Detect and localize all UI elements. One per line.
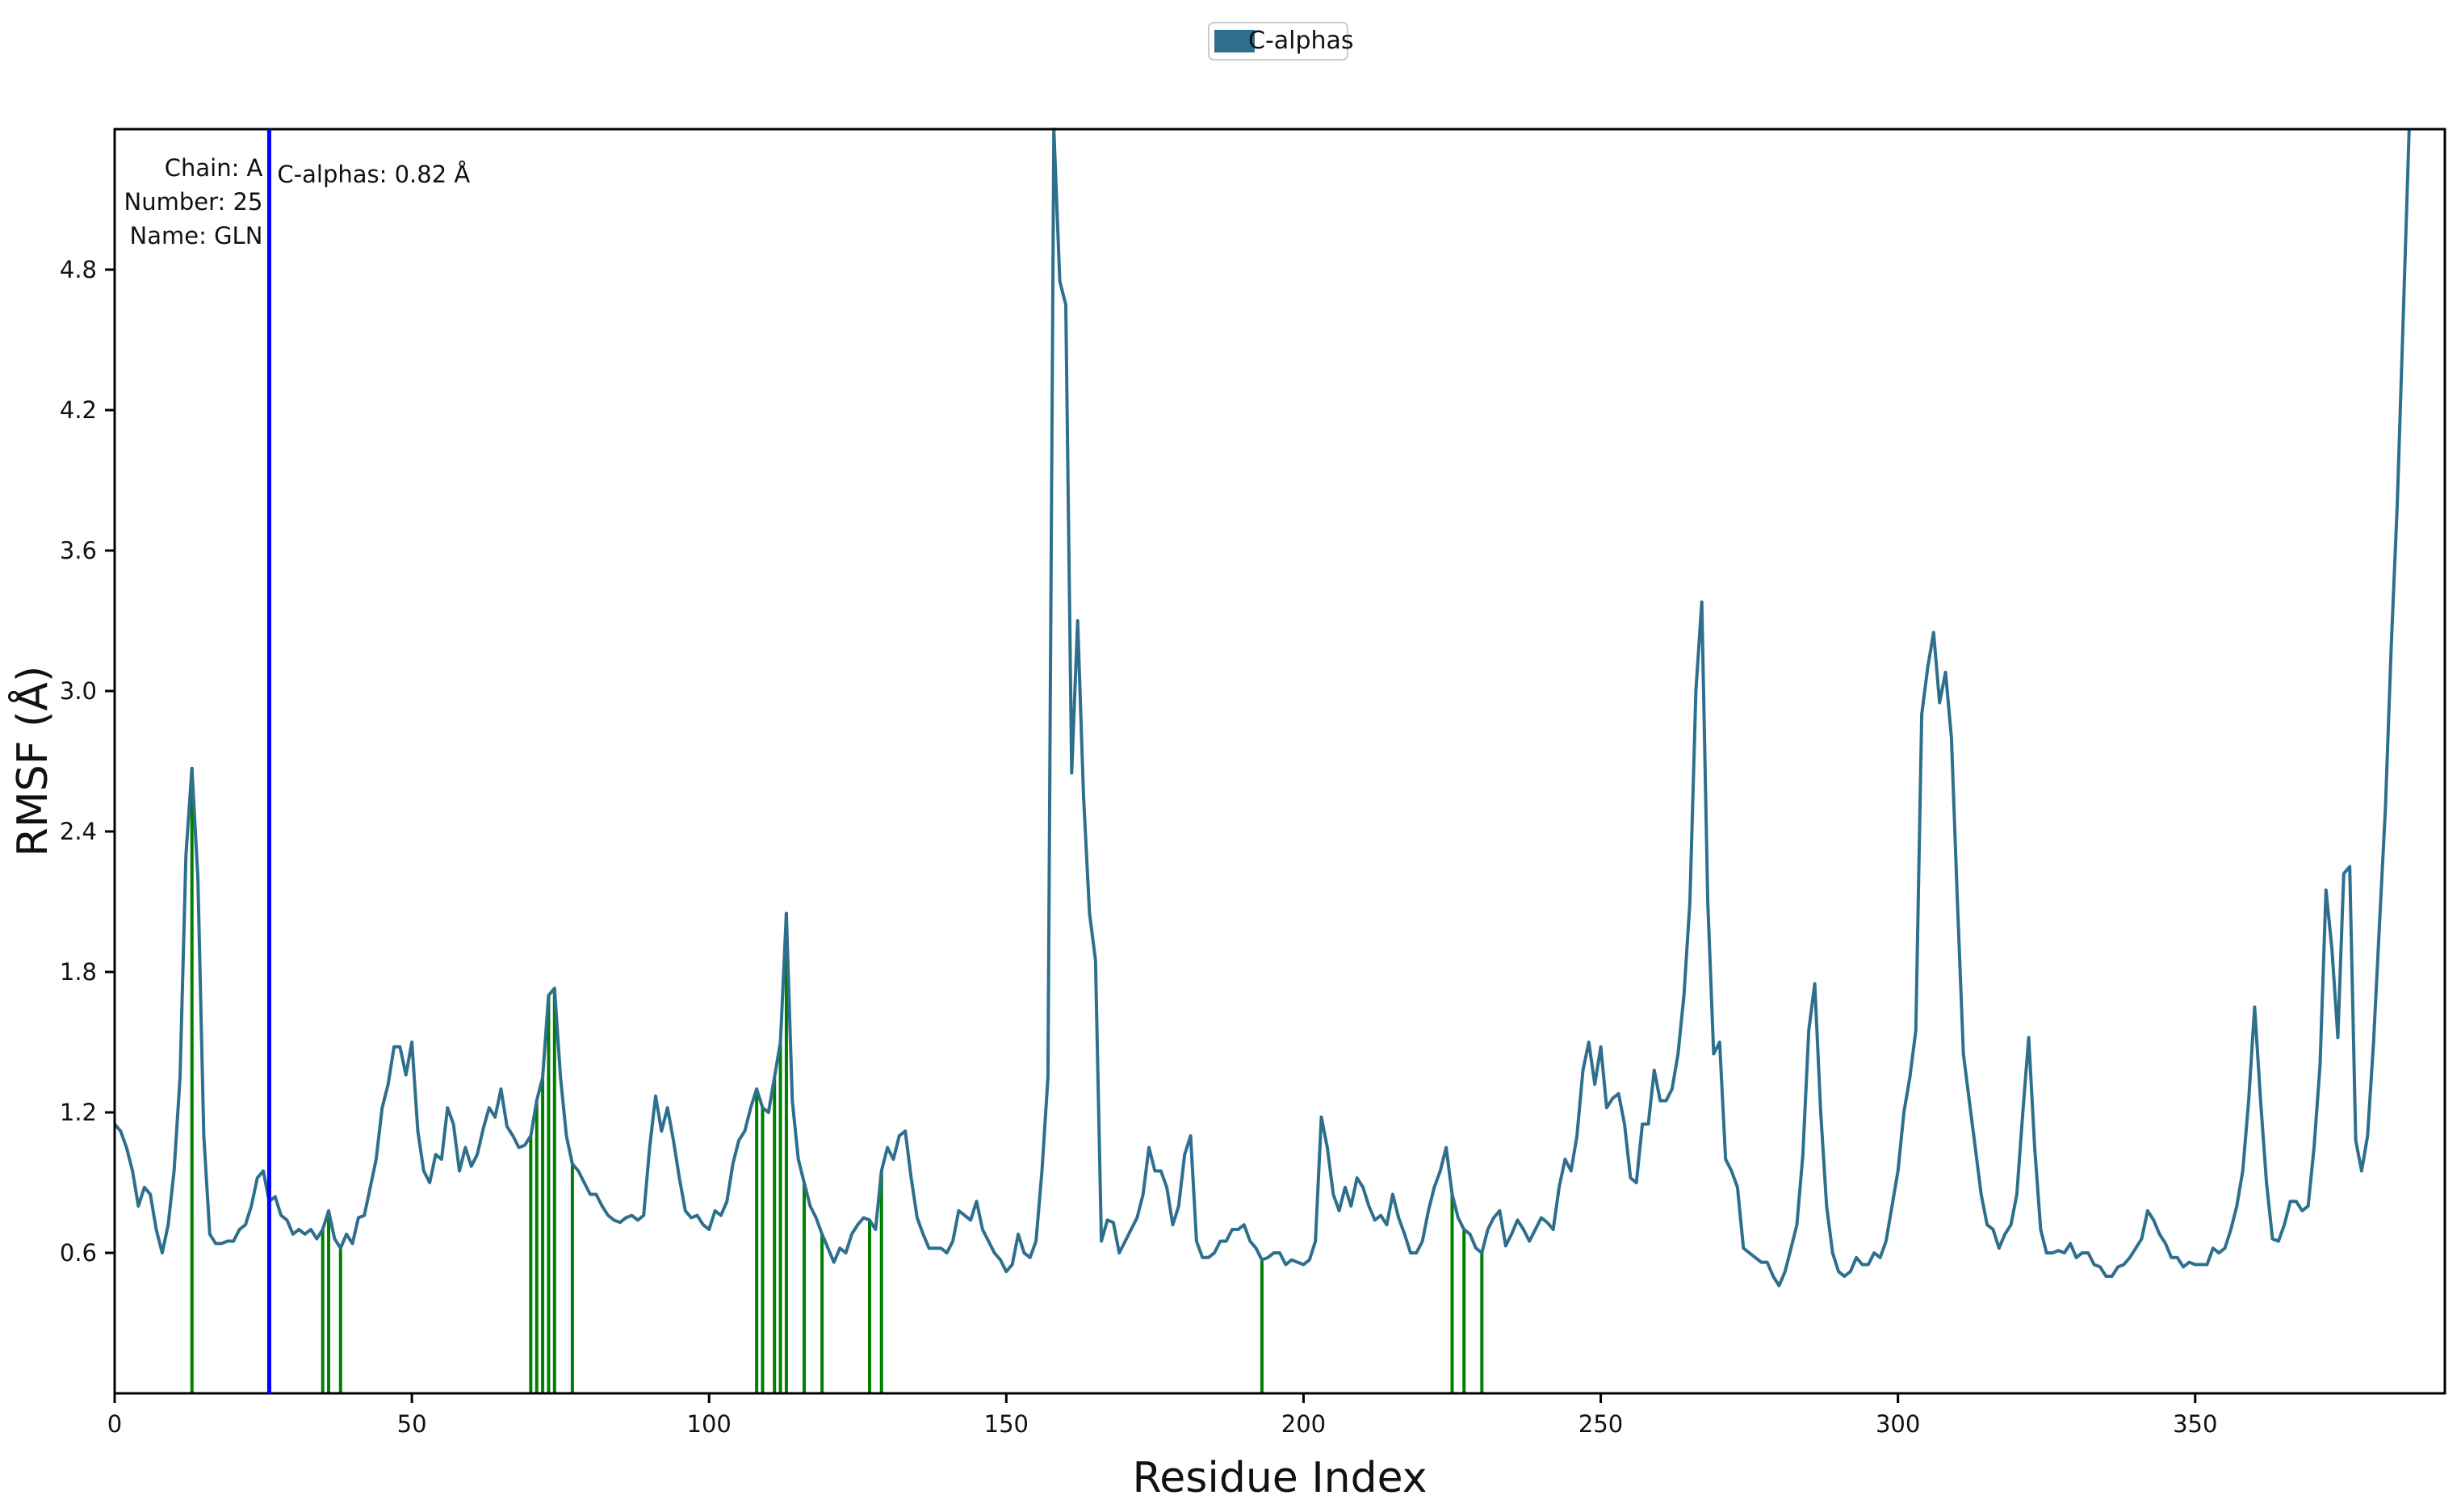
residue-info-line: Name: GLN — [130, 222, 263, 249]
x-tick-label: 0 — [107, 1410, 122, 1438]
y-tick-label: 4.8 — [60, 256, 97, 283]
axes-frame — [113, 128, 2446, 1395]
y-axis-label: RMSF (Å) — [7, 666, 57, 857]
residue-info-line: Number: 25 — [124, 188, 263, 216]
y-tick-label: 2.4 — [60, 818, 97, 845]
x-axis-label: Residue Index — [1133, 1454, 1428, 1502]
y-tick-label: 3.0 — [60, 677, 97, 705]
x-tick-label: 200 — [1281, 1410, 1326, 1438]
y-tick-label: 1.8 — [60, 958, 97, 986]
y-tick-label: 3.6 — [60, 537, 97, 564]
residue-value-label: C-alphas: 0.82 Å — [277, 161, 470, 188]
rmsf-line-c-alphas — [113, 128, 2411, 1288]
y-tick-label: 0.6 — [60, 1239, 97, 1267]
legend-label-c-alphas: C-alphas — [1248, 27, 1354, 55]
x-tick-label: 300 — [1876, 1410, 1920, 1438]
residue-info-line: Chain: A — [165, 154, 263, 182]
legend-swatch — [1214, 30, 1255, 52]
x-tick-label: 50 — [397, 1410, 427, 1438]
y-tick-label: 4.2 — [60, 396, 97, 424]
legend[interactable]: C-alphas — [1208, 22, 1354, 61]
x-tick-label: 150 — [984, 1410, 1029, 1438]
x-tick-label: 350 — [2173, 1410, 2217, 1438]
x-tick-label: 250 — [1578, 1410, 1623, 1438]
y-tick-label: 1.2 — [60, 1099, 97, 1126]
x-tick-label: 100 — [687, 1410, 732, 1438]
